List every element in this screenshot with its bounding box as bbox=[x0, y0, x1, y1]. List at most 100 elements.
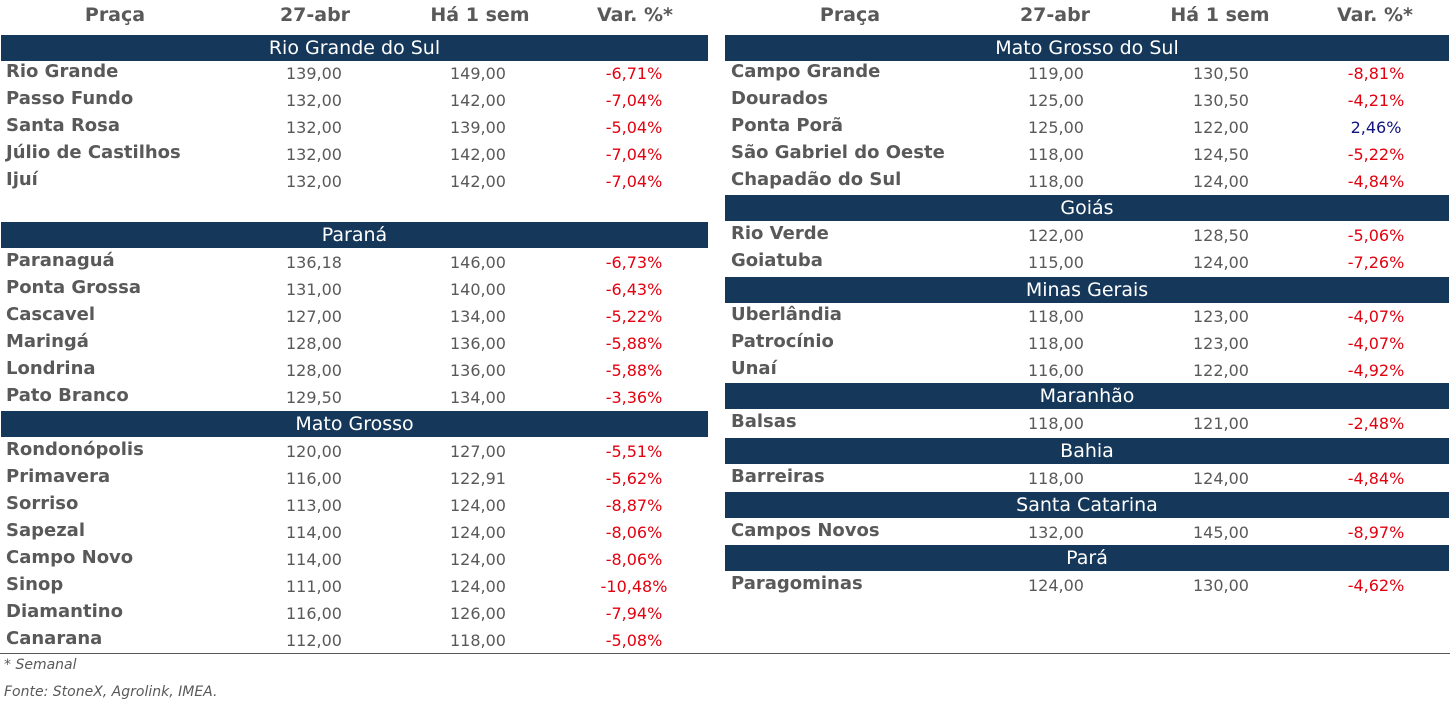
price-week-ago: 121,00 bbox=[1193, 414, 1249, 433]
price-week-ago: 124,00 bbox=[450, 577, 506, 596]
city-name: Passo Fundo bbox=[6, 88, 134, 109]
price-current: 119,00 bbox=[1028, 64, 1084, 83]
city-name: Primavera bbox=[6, 466, 111, 487]
price-week-ago: 128,50 bbox=[1193, 226, 1249, 245]
weekly-change: -6,43% bbox=[605, 280, 663, 299]
weekly-change: 2,46% bbox=[1350, 118, 1402, 137]
price-current: 116,00 bbox=[286, 469, 342, 488]
price-current: 132,00 bbox=[286, 91, 342, 110]
weekly-change: -4,21% bbox=[1347, 91, 1405, 110]
table-row: Sorriso 113,00 124,00 -8,87% bbox=[0, 492, 1450, 519]
table-row: Rio Grande 139,00 149,00 -6,71% bbox=[0, 60, 1450, 87]
table-row: Sapezal 114,00 124,00 -8,06% bbox=[0, 519, 1450, 546]
city-name: Ponta Grossa bbox=[6, 277, 141, 298]
price-current: 113,00 bbox=[286, 496, 342, 515]
city-name: Unaí bbox=[731, 358, 777, 379]
price-current: 120,00 bbox=[286, 442, 342, 461]
weekly-change: -5,04% bbox=[605, 118, 663, 137]
weekly-change: -2,48% bbox=[1347, 414, 1405, 433]
price-current: 124,00 bbox=[1028, 576, 1084, 595]
price-week-ago: 123,00 bbox=[1193, 307, 1249, 326]
table-row: Rio Verde 122,00 128,50 -5,06% bbox=[0, 222, 1450, 249]
price-current: 116,00 bbox=[1028, 361, 1084, 380]
price-week-ago: 145,00 bbox=[1193, 523, 1249, 542]
price-week-ago: 146,00 bbox=[450, 253, 506, 272]
table-row: Júlio de Castilhos 132,00 142,00 -7,04% bbox=[0, 141, 1450, 168]
price-current: 114,00 bbox=[286, 523, 342, 542]
left-header-week: Há 1 sem bbox=[430, 4, 530, 26]
state-header: Maranhão bbox=[725, 383, 1449, 409]
price-current: 122,00 bbox=[1028, 226, 1084, 245]
city-name: Rio Verde bbox=[731, 223, 829, 244]
price-current: 128,00 bbox=[286, 361, 342, 380]
price-week-ago: 122,00 bbox=[1193, 361, 1249, 380]
city-name: Campo Novo bbox=[6, 547, 134, 568]
price-current: 132,00 bbox=[286, 118, 342, 137]
table-row: Paranaguá 136,18 146,00 -6,73% bbox=[0, 249, 1450, 276]
left-header-date: 27-abr bbox=[279, 4, 351, 26]
price-week-ago: 124,00 bbox=[1193, 253, 1249, 272]
table-row: Patrocínio 118,00 123,00 -4,07% bbox=[0, 330, 1450, 357]
price-week-ago: 136,00 bbox=[450, 334, 506, 353]
city-name: Ponta Porã bbox=[731, 115, 843, 136]
price-current: 118,00 bbox=[1028, 145, 1084, 164]
price-week-ago: 130,00 bbox=[1193, 576, 1249, 595]
price-week-ago: 142,00 bbox=[450, 145, 506, 164]
city-name: Balsas bbox=[731, 411, 797, 432]
table-row: Unaí 116,00 122,00 -4,92% bbox=[0, 357, 1450, 384]
weekly-change: -7,26% bbox=[1347, 253, 1405, 272]
city-name: Paranaguá bbox=[6, 250, 115, 271]
price-current: 132,00 bbox=[1028, 523, 1084, 542]
price-week-ago: 149,00 bbox=[450, 64, 506, 83]
weekly-change: -6,73% bbox=[605, 253, 663, 272]
price-week-ago: 136,00 bbox=[450, 361, 506, 380]
table-row: Pato Branco 129,50 134,00 -3,36% bbox=[0, 384, 1450, 411]
price-week-ago: 124,00 bbox=[450, 523, 506, 542]
price-current: 129,50 bbox=[286, 388, 342, 407]
price-current: 118,00 bbox=[1028, 469, 1084, 488]
weekly-change: -5,62% bbox=[605, 469, 663, 488]
price-current: 125,00 bbox=[1028, 118, 1084, 137]
price-week-ago: 118,00 bbox=[450, 631, 506, 650]
city-name: Pato Branco bbox=[6, 385, 129, 406]
source-note: Fonte: StoneX, Agrolink, IMEA. bbox=[4, 684, 218, 700]
weekly-change: -7,04% bbox=[605, 91, 663, 110]
price-week-ago: 122,91 bbox=[450, 469, 506, 488]
state-header: Rio Grande do Sul bbox=[1, 35, 708, 61]
weekly-change: -8,81% bbox=[1347, 64, 1405, 83]
city-name: São Gabriel do Oeste bbox=[731, 142, 945, 163]
price-week-ago: 142,00 bbox=[450, 91, 506, 110]
table-row: São Gabriel do Oeste 118,00 124,50 -5,22% bbox=[0, 141, 1450, 168]
state-header: Mato Grosso bbox=[1, 411, 708, 437]
table-row: Balsas 118,00 121,00 -2,48% bbox=[0, 410, 1450, 437]
weekly-change: -5,88% bbox=[605, 334, 663, 353]
price-week-ago: 124,00 bbox=[1193, 469, 1249, 488]
table-row: Londrina 128,00 136,00 -5,88% bbox=[0, 357, 1450, 384]
price-week-ago: 126,00 bbox=[450, 604, 506, 623]
table-row: Passo Fundo 132,00 142,00 -7,04% bbox=[0, 87, 1450, 114]
table-row: Ijuí 132,00 142,00 -7,04% bbox=[0, 168, 1450, 195]
state-header: Goiás bbox=[725, 195, 1449, 221]
city-name: Campo Grande bbox=[731, 61, 881, 82]
price-current: 136,18 bbox=[286, 253, 342, 272]
weekly-change: -5,22% bbox=[605, 307, 663, 326]
price-week-ago: 140,00 bbox=[450, 280, 506, 299]
weekly-change: -7,04% bbox=[605, 145, 663, 164]
table-row: Cascavel 127,00 134,00 -5,22% bbox=[0, 303, 1450, 330]
table-row: Chapadão do Sul 118,00 124,00 -4,84% bbox=[0, 168, 1450, 195]
table-row: Santa Rosa 132,00 139,00 -5,04% bbox=[0, 114, 1450, 141]
weekly-change: -5,22% bbox=[1347, 145, 1405, 164]
price-current: 112,00 bbox=[286, 631, 342, 650]
city-name: Barreiras bbox=[731, 466, 825, 487]
price-current: 128,00 bbox=[286, 334, 342, 353]
city-name: Cascavel bbox=[6, 304, 95, 325]
city-name: Campos Novos bbox=[731, 520, 880, 541]
price-week-ago: 139,00 bbox=[450, 118, 506, 137]
price-week-ago: 142,00 bbox=[450, 172, 506, 191]
table-row: Rondonópolis 120,00 127,00 -5,51% bbox=[0, 438, 1450, 465]
price-current: 125,00 bbox=[1028, 91, 1084, 110]
city-name: Santa Rosa bbox=[6, 115, 121, 136]
price-current: 115,00 bbox=[1028, 253, 1084, 272]
price-current: 139,00 bbox=[286, 64, 342, 83]
city-name: Patrocínio bbox=[731, 331, 834, 352]
